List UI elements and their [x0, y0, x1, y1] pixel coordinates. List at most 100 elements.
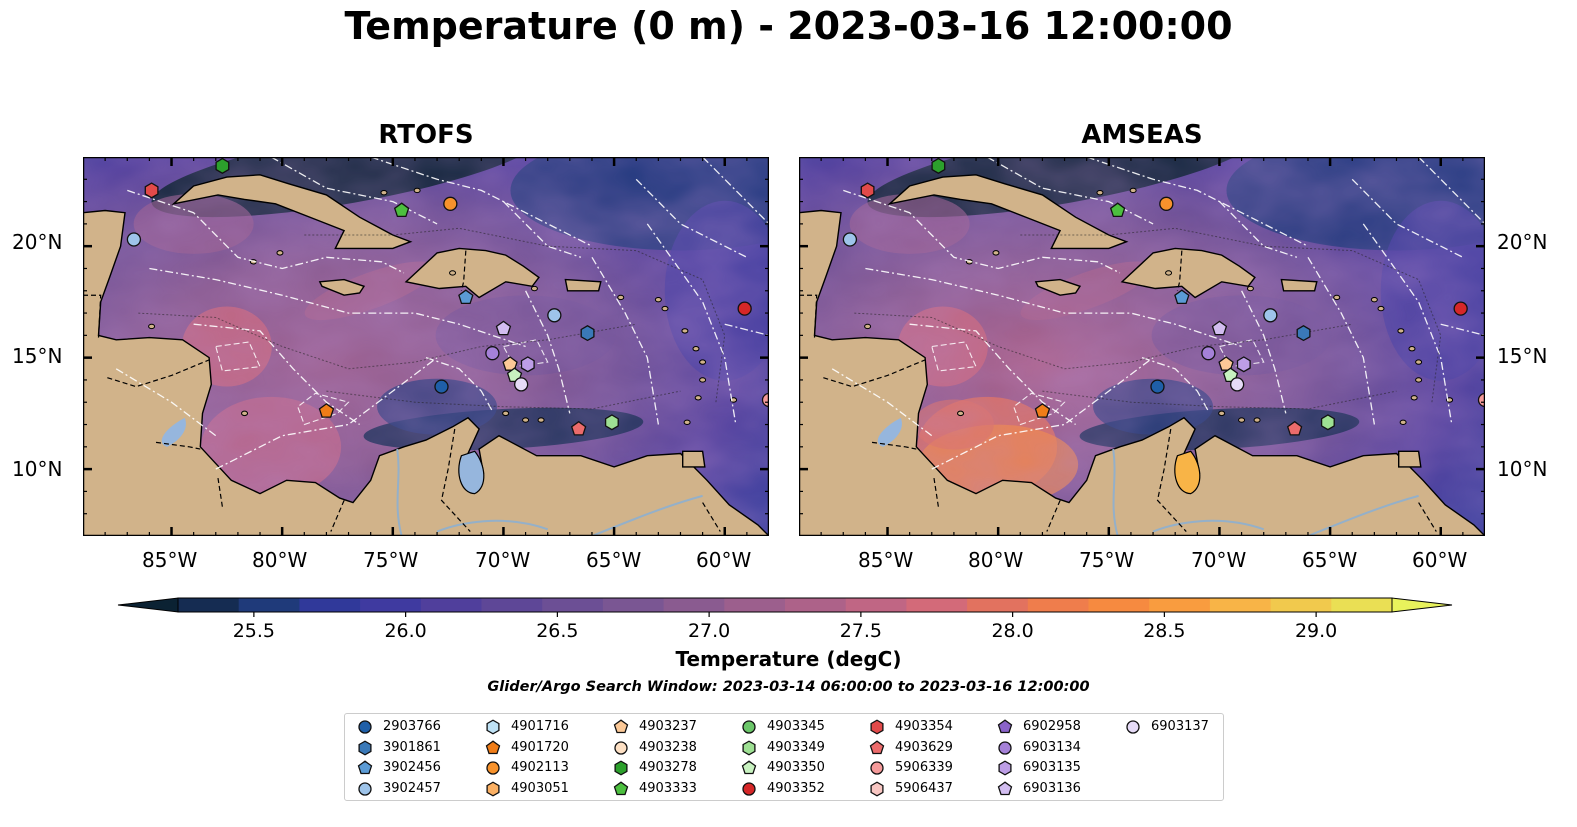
- colorbar-segment: [1209, 598, 1272, 612]
- lon-tick-label: 70°W: [1191, 548, 1247, 572]
- legend-label: 3901861: [383, 739, 441, 755]
- legend-label: 4903237: [639, 719, 697, 734]
- country-border: [799, 294, 818, 338]
- legend-marker-circle: [358, 781, 372, 796]
- eez-boundary: [909, 323, 1076, 426]
- colorbar-segment: [724, 598, 786, 612]
- lon-tick-label: 60°W: [696, 548, 752, 572]
- colorbar-segment: [481, 598, 543, 612]
- legend-label: 6903135: [1023, 760, 1081, 775]
- colorbar-segment: [178, 598, 240, 612]
- map-panel-rtofs: [83, 157, 769, 536]
- eez-boundary: [425, 356, 493, 412]
- country-border: [330, 500, 345, 532]
- colorbar-segment: [602, 598, 665, 612]
- eez-boundary: [843, 189, 1121, 274]
- legend-marker-hexagon: [742, 739, 756, 756]
- eez-boundary: [193, 323, 360, 426]
- country-border: [217, 477, 224, 508]
- eez-boundary: [986, 157, 1154, 225]
- legend-marker-circle: [486, 761, 500, 775]
- float-marker: [547, 308, 562, 323]
- bathymetry-contour: [326, 390, 681, 410]
- hispaniola-landmass: [1120, 247, 1256, 299]
- eez-boundary: [831, 368, 933, 437]
- island: [864, 323, 872, 330]
- lake-nicaragua: [877, 417, 902, 447]
- legend-marker-pentagon: [613, 780, 629, 795]
- lon-tick-label: 75°W: [1079, 548, 1135, 572]
- float-marker: [443, 196, 458, 211]
- country-border: [1156, 428, 1187, 532]
- colorbar-segment: [1027, 598, 1089, 612]
- legend-marker-circle: [742, 720, 756, 734]
- river: [396, 448, 403, 536]
- colorbar-tick-label: 27.0: [688, 620, 730, 642]
- colorbar-tick-label: 26.0: [384, 620, 426, 642]
- legend-marker-pentagon: [997, 780, 1013, 795]
- float-marker: [1263, 308, 1278, 323]
- float-marker: [126, 232, 142, 247]
- float-marker: [1159, 196, 1174, 211]
- float-marker: [570, 420, 587, 436]
- lon-tick-label: 85°W: [858, 548, 914, 572]
- eez-boundary: [724, 323, 769, 337]
- country-border: [1418, 502, 1437, 532]
- legend-marker-circle: [870, 761, 884, 775]
- island: [1238, 417, 1246, 423]
- island: [1129, 187, 1137, 194]
- lon-tick-label: 65°W: [586, 548, 642, 572]
- colorbar-tick-label: 28.5: [1143, 620, 1185, 642]
- legend-label: 4903352: [767, 780, 825, 796]
- country-border: [83, 294, 102, 338]
- lon-tick-label: 75°W: [363, 548, 419, 572]
- legend-marker-hexagon: [870, 780, 884, 797]
- colorbar-extend-high: [1391, 597, 1453, 613]
- eez-boundary: [1440, 323, 1485, 337]
- float-marker: [604, 414, 619, 431]
- float-marker: [458, 289, 474, 305]
- bathymetry-contour: [1042, 390, 1397, 410]
- map-frame: [799, 157, 1485, 536]
- country-border: [702, 502, 721, 532]
- colorbar-segment: [906, 598, 968, 612]
- float-marker: [520, 356, 535, 373]
- eez-boundary: [127, 189, 405, 274]
- colorbar-segment: [1088, 598, 1150, 612]
- lon-tick-label: 80°W: [968, 548, 1024, 572]
- float-marker: [860, 182, 875, 199]
- eez-boundary: [1141, 356, 1209, 412]
- legend-label: 4902113: [511, 760, 569, 775]
- island: [681, 328, 689, 334]
- legend-label: 4901716: [511, 719, 569, 734]
- float-marker: [1236, 356, 1251, 373]
- eez-boundary: [1351, 178, 1464, 258]
- map-panel-amseas: [799, 157, 1485, 536]
- legend-label: 4903051: [511, 780, 569, 796]
- island: [694, 395, 702, 401]
- float-marker: [737, 301, 752, 316]
- float-marker: [514, 377, 529, 392]
- island: [661, 305, 669, 312]
- river: [436, 519, 549, 533]
- float-marker: [580, 325, 595, 342]
- island: [1408, 346, 1416, 352]
- legend-label: 6903136: [1023, 780, 1081, 796]
- panel-title-amseas: AMSEAS: [1081, 120, 1203, 150]
- legend-marker-pentagon: [357, 760, 373, 775]
- float-marker: [1034, 403, 1051, 418]
- puerto-rico-landmass: [1280, 278, 1318, 292]
- map-frame: [83, 157, 769, 536]
- colorbar-segment: [420, 598, 482, 612]
- island: [1399, 419, 1407, 425]
- island: [1370, 296, 1378, 303]
- river: [1307, 494, 1419, 536]
- float-marker: [434, 379, 449, 394]
- colorbar-label: Temperature (degC): [675, 647, 902, 671]
- float-marker: [1109, 202, 1126, 218]
- eez-boundary: [215, 341, 261, 372]
- legend-label: 5906437: [895, 780, 953, 796]
- legend-marker-pentagon: [613, 719, 629, 734]
- legend-marker-circle: [614, 740, 628, 755]
- eez-boundary: [865, 267, 1242, 348]
